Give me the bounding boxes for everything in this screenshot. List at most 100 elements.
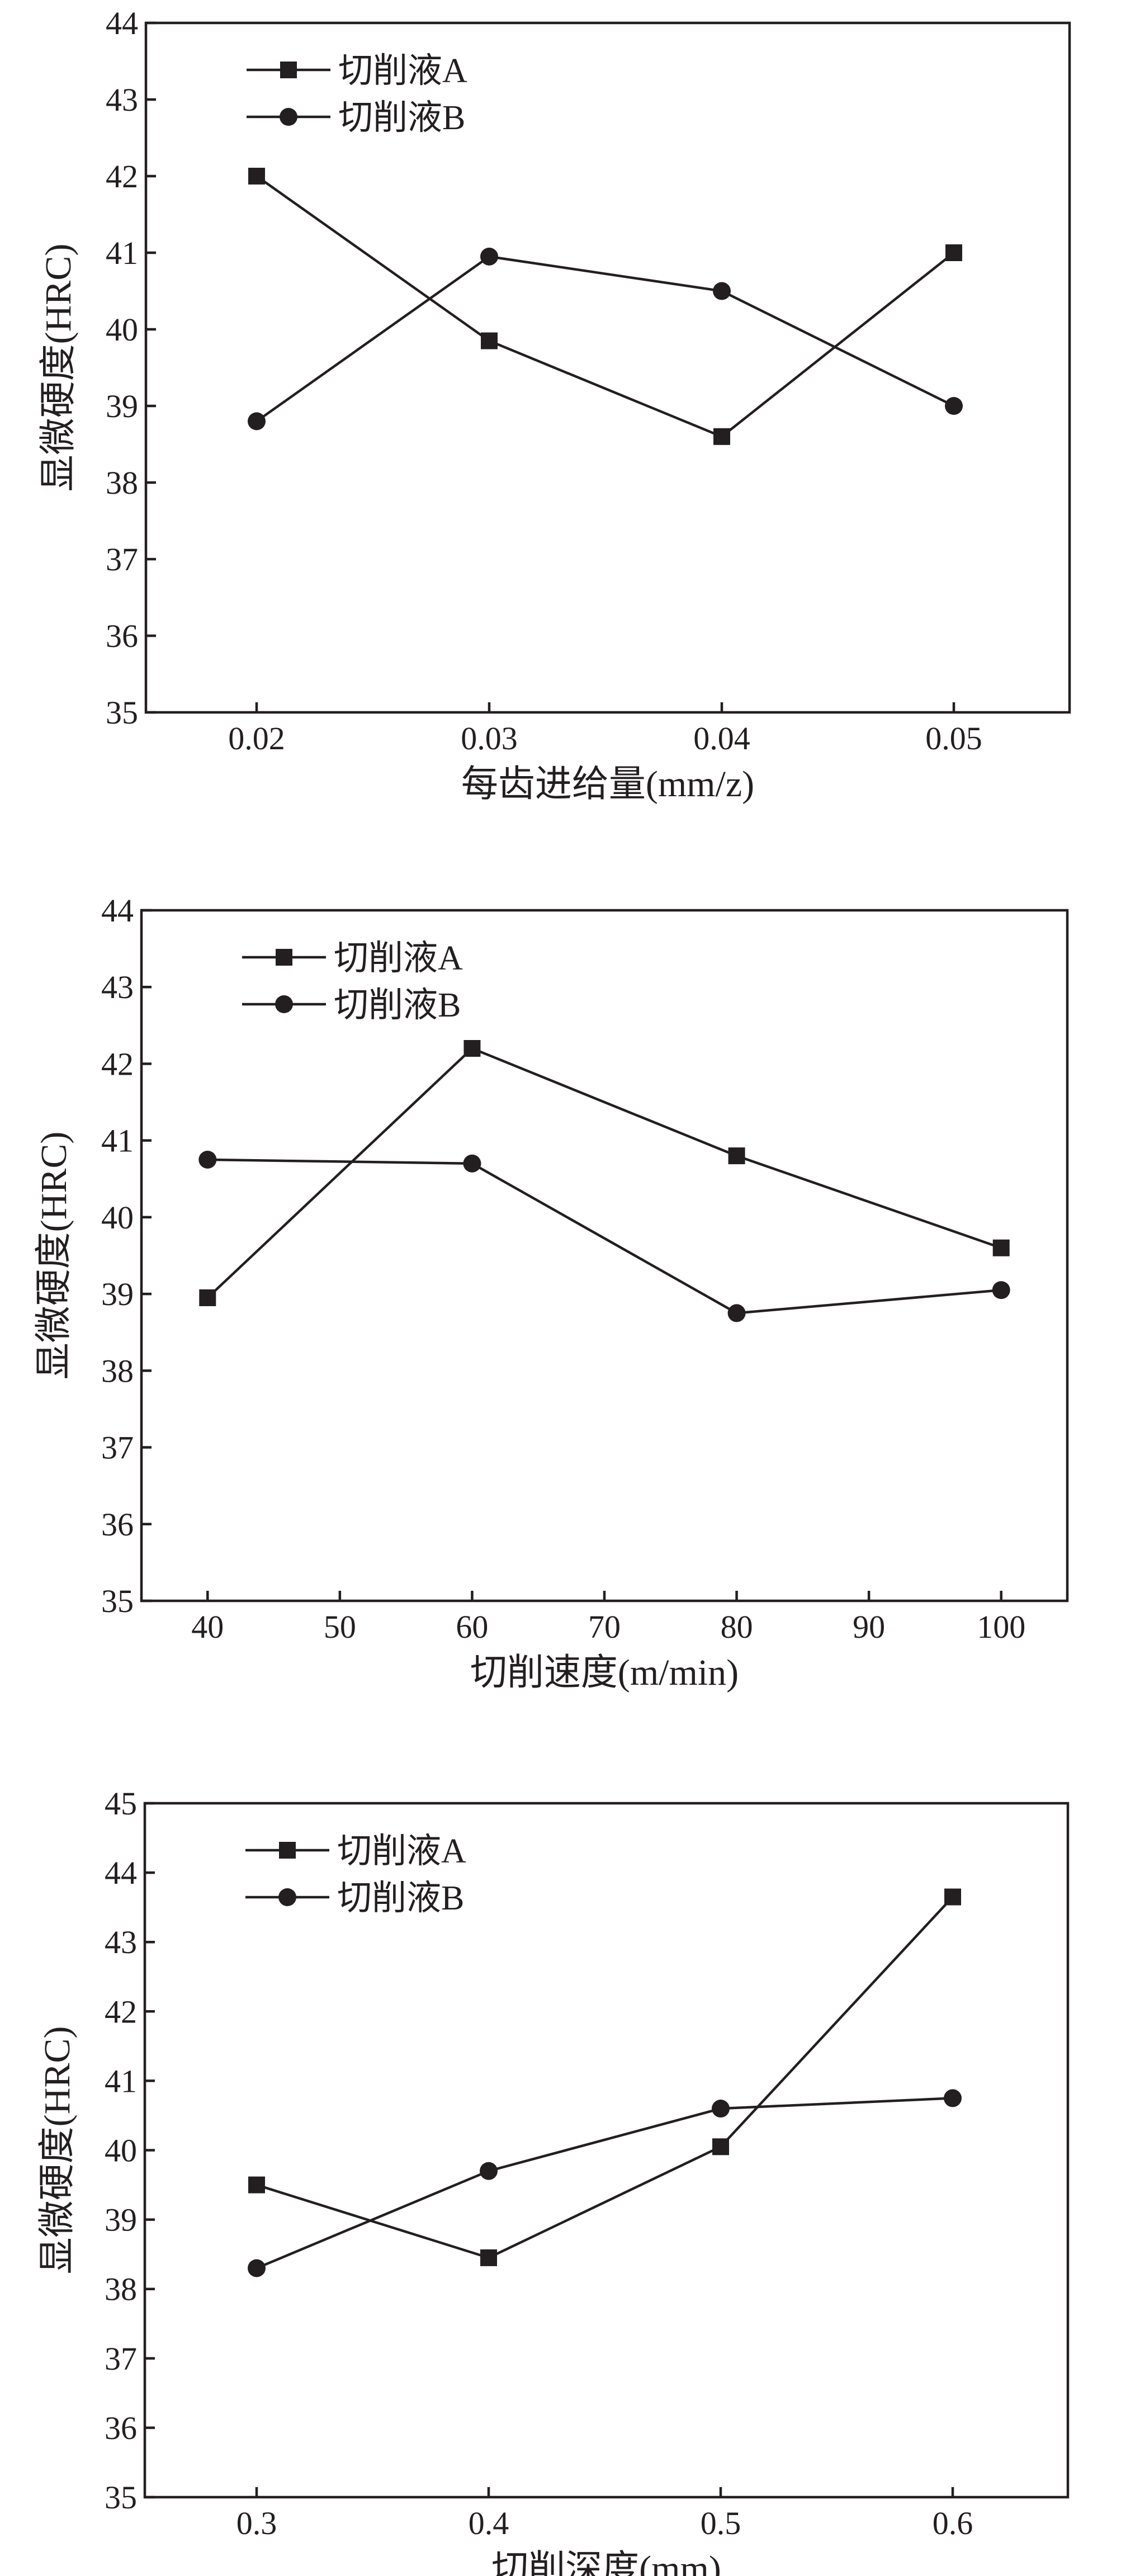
y-tick-label: 43 [106, 82, 138, 118]
y-tick-label: 39 [106, 388, 138, 424]
square-marker [728, 1147, 745, 1165]
x-tick-label: 60 [456, 1609, 488, 1645]
series-a [199, 1040, 1010, 1306]
legend-circle-marker [278, 1888, 296, 1906]
circle-marker [944, 2089, 962, 2107]
y-tick-label: 40 [106, 311, 138, 348]
y-tick-label: 37 [105, 2341, 137, 2377]
legend-square-marker [276, 949, 292, 966]
y-axis-title: 显微硬度(HRC) [37, 2026, 78, 2275]
y-tick-label: 44 [105, 1855, 137, 1891]
circle-marker [248, 412, 266, 431]
series-line [207, 1158, 1001, 1315]
legend-square-marker [280, 62, 297, 78]
y-tick-label: 36 [105, 2410, 137, 2446]
y-tick-label: 36 [106, 618, 138, 654]
series-b [248, 2089, 962, 2277]
x-tick-label: 0.02 [228, 720, 285, 757]
y-tick-label: 43 [101, 969, 134, 1005]
x-tick-label: 80 [721, 1609, 753, 1645]
square-marker [463, 1040, 481, 1057]
circle-marker [198, 1150, 217, 1169]
x-axis-title: 每齿进给量(mm/z) [461, 764, 754, 805]
y-tick-label: 43 [105, 1924, 137, 1960]
x-tick-label: 40 [191, 1609, 224, 1645]
square-marker [248, 168, 265, 185]
square-marker [713, 428, 730, 445]
legend-label: 切削液A [337, 1832, 466, 1870]
circle-marker [727, 1304, 746, 1322]
square-marker [992, 1239, 1010, 1256]
square-marker [944, 1888, 961, 1906]
series-b [248, 247, 963, 431]
legend: 切削液A 切削液B [242, 939, 463, 1024]
x-tick-label: 0.4 [469, 2505, 509, 2541]
x-tick-label: 70 [588, 1609, 621, 1645]
x-tick-label: 0.03 [461, 720, 518, 757]
x-tick-label: 0.6 [933, 2505, 973, 2541]
series-line [256, 255, 954, 423]
y-axis-title: 显微硬度(HRC) [38, 244, 79, 492]
y-tick-label: 45 [105, 1785, 137, 1822]
series-a [248, 168, 962, 445]
y-tick-label: 36 [101, 1506, 134, 1543]
y-tick-label: 37 [106, 541, 138, 578]
y-tick-label: 39 [105, 2202, 137, 2238]
legend-label: 切削液A [338, 52, 467, 90]
series-line [256, 2097, 953, 2270]
circle-marker [713, 282, 731, 300]
square-marker [945, 244, 962, 261]
x-tick-label: 0.04 [693, 720, 750, 757]
square-marker [480, 2249, 497, 2266]
plot-frame [144, 21, 1071, 714]
series-line [256, 1896, 954, 2260]
circle-marker [463, 1154, 481, 1173]
legend-label: 切削液B [337, 1879, 464, 1917]
y-tick-label: 38 [101, 1353, 134, 1389]
y-tick-label: 41 [101, 1123, 134, 1159]
square-marker [481, 332, 498, 349]
legend-square-marker [279, 1842, 296, 1859]
square-marker [248, 2176, 265, 2194]
y-tick-label: 42 [105, 1993, 137, 2030]
x-tick-label: 50 [324, 1609, 356, 1645]
series-b [198, 1150, 1010, 1322]
y-tick-label: 37 [101, 1430, 134, 1466]
x-tick-label: 100 [977, 1609, 1025, 1645]
y-tick-label: 39 [101, 1276, 134, 1312]
circle-marker [992, 1281, 1010, 1299]
chart-panel-2: 35 36 37 38 39 40 41 42 43 44 40 50 60 70 80 90 100 切削速度(… [34, 892, 1069, 1693]
x-tick-label: 0.05 [925, 720, 982, 757]
series-a [248, 1888, 961, 2266]
legend-label: 切削液B [334, 986, 461, 1024]
series-line [206, 1047, 1002, 1299]
y-tick-label: 40 [101, 1199, 134, 1236]
legend-label: 切削液A [334, 939, 463, 977]
x-axis-title: 切削深度(mm) [491, 2549, 721, 2576]
y-tick-label: 41 [106, 235, 138, 271]
x-tick-label: 0.5 [701, 2505, 741, 2541]
legend-circle-marker [280, 108, 297, 126]
y-tick-label: 38 [106, 465, 138, 501]
y-tick-label: 40 [105, 2133, 137, 2169]
legend-label: 切削液B [338, 99, 465, 137]
y-axis-title: 显微硬度(HRC) [34, 1132, 74, 1380]
y-tick-label: 42 [101, 1046, 134, 1082]
x-axis-title: 切削速度(m/min) [470, 1652, 739, 1693]
y-tick-label: 35 [105, 2479, 137, 2516]
legend: 切削液A 切削液B [245, 1832, 466, 1917]
y-tick-label: 35 [101, 1583, 134, 1619]
circle-marker [248, 2259, 266, 2277]
circle-marker [480, 2162, 498, 2180]
x-tick-label: 0.3 [236, 2505, 277, 2541]
y-tick-label: 42 [106, 158, 138, 195]
plot-frame [140, 909, 1069, 1603]
y-tick-label: 44 [106, 5, 138, 41]
y-tick-label: 41 [105, 2063, 137, 2099]
y-tick-label: 38 [105, 2271, 137, 2308]
circle-marker [712, 2100, 730, 2118]
y-tick-label: 35 [106, 694, 138, 731]
circle-marker [945, 397, 963, 415]
series-line [256, 175, 955, 438]
